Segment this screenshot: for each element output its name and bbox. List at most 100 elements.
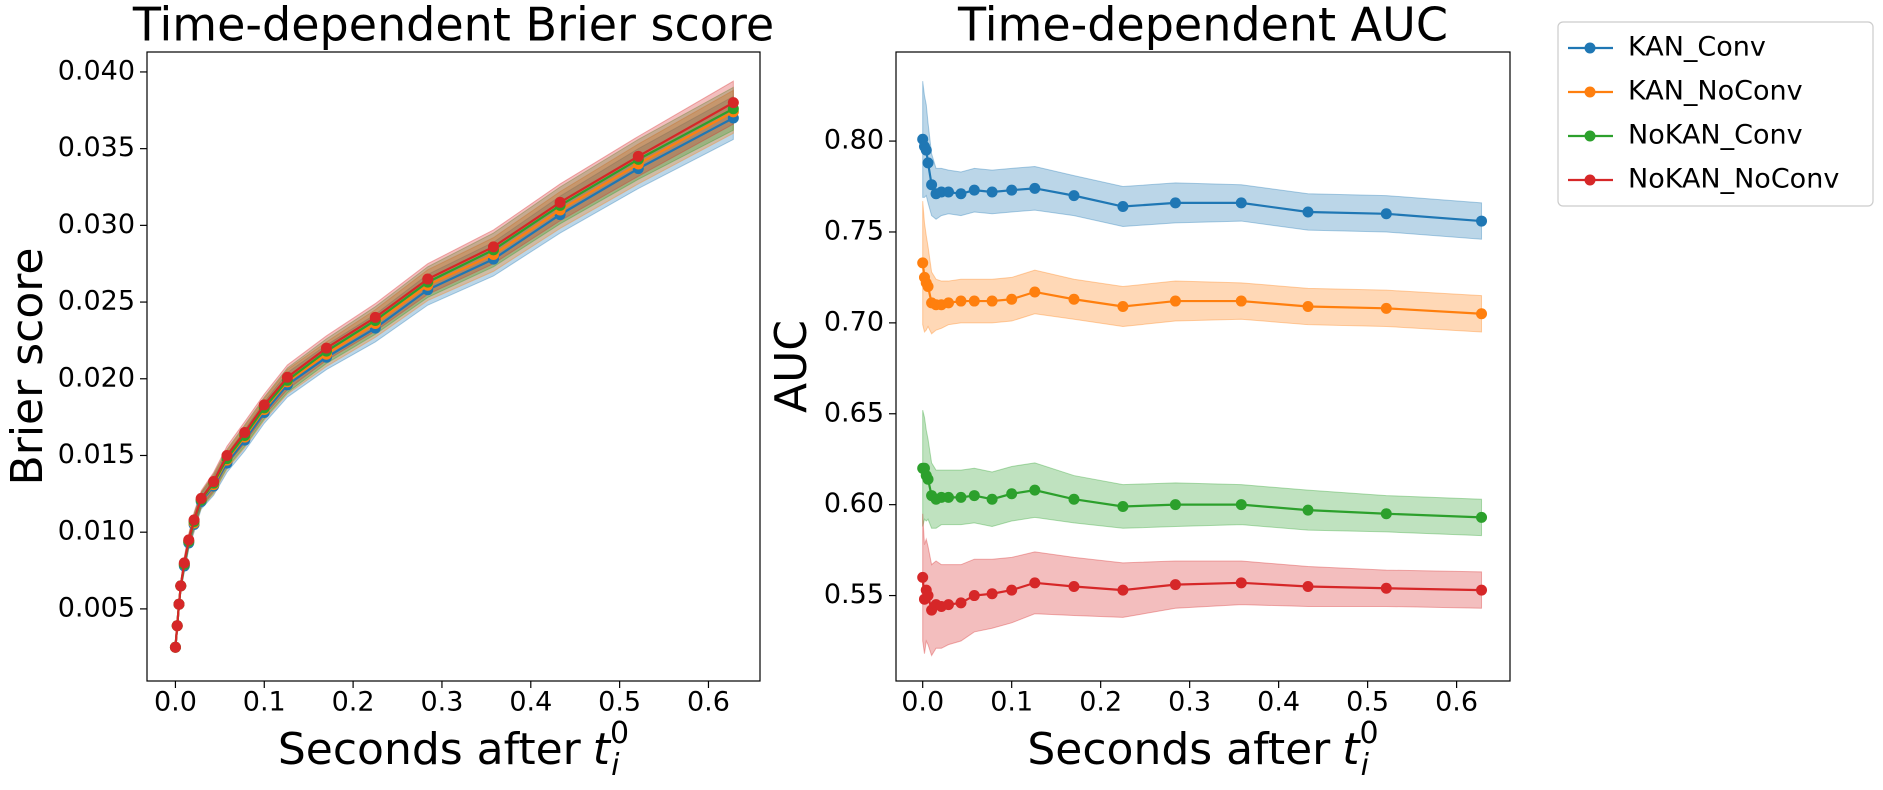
x-axis-label-sub: i (1361, 748, 1370, 783)
data-point (968, 184, 980, 196)
data-point (955, 597, 967, 609)
data-point (1006, 584, 1018, 596)
data-point (221, 449, 233, 461)
x-tick-label: 0.2 (332, 687, 375, 718)
data-point (422, 273, 434, 285)
data-point (1169, 579, 1181, 591)
data-point (369, 311, 381, 323)
data-point (487, 241, 499, 253)
data-point (171, 620, 183, 632)
data-point (968, 590, 980, 602)
data-point (986, 186, 998, 198)
y-tick-label: 0.015 (58, 439, 135, 470)
data-point (1476, 308, 1488, 320)
data-point (955, 491, 967, 503)
data-point (1302, 206, 1314, 218)
data-point (1117, 201, 1129, 213)
data-point (986, 295, 998, 307)
data-point (968, 295, 980, 307)
series-line (174, 107, 734, 648)
x-tick-label: 0.0 (154, 687, 197, 718)
y-tick-label: 0.55 (824, 579, 884, 610)
confidence-band (174, 80, 734, 651)
data-point (920, 144, 932, 156)
data-point (922, 590, 934, 602)
data-point (195, 492, 207, 504)
data-point (1380, 582, 1392, 594)
data-point (1117, 500, 1129, 512)
data-point (169, 641, 181, 653)
confidence-band (174, 95, 734, 651)
data-point (1476, 511, 1488, 523)
x-tick-label: 0.1 (990, 687, 1033, 718)
data-point (1235, 197, 1247, 209)
data-point (1029, 286, 1041, 298)
x-axis-label-sup: 0 (610, 716, 629, 751)
data-point (1006, 488, 1018, 500)
data-point (917, 571, 929, 583)
series-line (174, 116, 734, 648)
data-point (922, 157, 934, 169)
data-point (1476, 584, 1488, 596)
confidence-band (174, 86, 734, 651)
x-tick-label: 0.6 (1435, 687, 1478, 718)
data-point (554, 196, 566, 208)
data-point (188, 514, 200, 526)
y-tick-label: 0.80 (824, 125, 884, 156)
data-point (632, 150, 644, 162)
y-tick-label: 0.65 (824, 397, 884, 428)
data-point (1117, 584, 1129, 596)
plot-frame (146, 51, 761, 682)
y-tick-label: 0.010 (58, 516, 135, 547)
data-point (258, 399, 270, 411)
data-point (1029, 182, 1041, 194)
data-point (1302, 504, 1314, 516)
x-tick-label: 0.6 (687, 687, 730, 718)
y-tick-label: 0.70 (824, 306, 884, 337)
data-point (173, 598, 185, 610)
y-tick-label: 0.040 (58, 55, 135, 86)
data-point (1068, 293, 1080, 305)
data-point (943, 599, 955, 611)
series-line (174, 110, 734, 648)
y-tick-label: 0.035 (58, 132, 135, 163)
data-point (175, 580, 187, 592)
x-axis-label-var: t (1342, 724, 1361, 775)
data-point (986, 588, 998, 600)
data-point (986, 493, 998, 505)
confidence-band (922, 410, 1483, 537)
data-point (968, 490, 980, 502)
x-tick-label: 0.2 (1079, 687, 1122, 718)
plot-frame (895, 51, 1511, 682)
x-tick-label: 0.3 (420, 687, 463, 718)
x-axis-label-var: t (593, 724, 612, 775)
x-axis-label-sup: 0 (1360, 716, 1379, 751)
x-tick-label: 0.0 (901, 687, 944, 718)
chart-title: Time-dependent AUC (957, 0, 1448, 52)
confidence-band (922, 81, 1483, 240)
data-point (178, 557, 190, 569)
x-axis-label: Seconds after t0 i (278, 716, 629, 783)
x-tick-label: 0.1 (243, 687, 286, 718)
y-axis-label: Brier score (2, 248, 53, 486)
data-point (1169, 295, 1181, 307)
y-tick-label: 0.020 (58, 362, 135, 393)
x-tick-label: 0.3 (1168, 687, 1211, 718)
data-point (922, 281, 934, 293)
legend-marker (1584, 130, 1596, 142)
data-point (1117, 301, 1129, 313)
y-axis-label: AUC (766, 320, 817, 413)
legend-label: NoKAN_NoConv (1628, 164, 1839, 195)
legend-label: KAN_NoConv (1628, 76, 1803, 107)
data-point (1169, 499, 1181, 511)
data-point (1068, 493, 1080, 505)
data-point (1029, 577, 1041, 589)
data-point (943, 186, 955, 198)
legend-label: KAN_Conv (1628, 32, 1766, 63)
data-point (208, 476, 220, 488)
y-tick-label: 0.75 (824, 215, 884, 246)
legend-marker (1584, 86, 1596, 98)
confidence-band (174, 89, 734, 651)
data-point (320, 342, 332, 354)
